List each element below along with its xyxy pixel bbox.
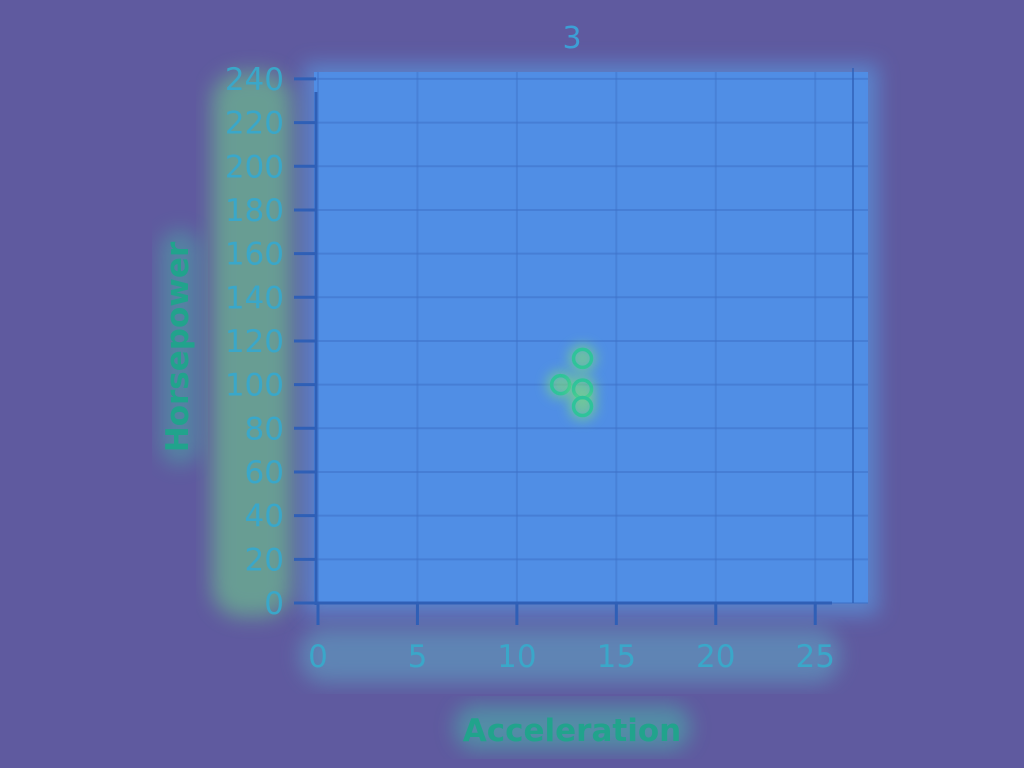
y-tick-label: 220 [225,106,284,142]
y-title-glow [160,230,200,465]
plot-area [314,72,868,603]
chart-title: 3 [562,21,581,56]
y-tick-label: 0 [264,586,284,622]
x-tick-label: 20 [696,639,735,675]
axes [314,68,854,605]
data-point [571,395,594,418]
y-axis-ticks: 0 20 40 60 80 100 120 140 160 180 200 220 240 [225,62,316,622]
y-tick-label: 200 [225,149,284,185]
y-tick-glow [212,72,292,617]
y-tick-label: 180 [225,193,284,229]
x-axis-ticks: 0 5 10 15 20 25 [308,603,835,675]
y-tick-label: 240 [225,62,284,98]
x-tick-glow [300,628,840,683]
x-tick-label: 25 [795,639,834,675]
x-tick-label: 5 [408,639,428,675]
y-tick-label: 120 [225,324,284,360]
y-tick-label: 100 [225,368,284,404]
x-axis-title: Acceleration [463,713,681,749]
y-tick-label: 20 [245,542,284,578]
x-tick-label: 0 [308,639,328,675]
y-tick-label: 60 [245,455,284,491]
data-point [571,347,594,370]
y-tick-label: 80 [245,411,284,447]
y-tick-label: 160 [225,237,284,273]
data-points [546,344,597,421]
y-tick-label: 40 [245,499,284,535]
x-title-glow [455,705,690,750]
y-tick-label: 140 [225,280,284,316]
x-tick-label: 15 [597,639,636,675]
y-axis-title: Horsepower [160,241,196,452]
x-tick-label: 10 [497,639,536,675]
